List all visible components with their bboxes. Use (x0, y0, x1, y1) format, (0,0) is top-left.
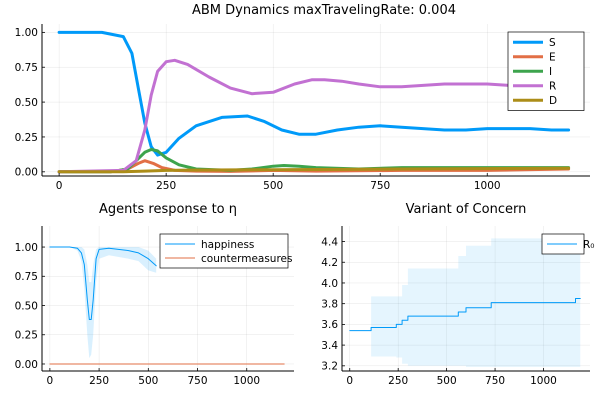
y-tick-label: 3.6 (321, 319, 338, 331)
x-tick-label: 750 (188, 375, 208, 387)
band-group-variant-of-concern (349, 236, 581, 367)
series-line-s (57, 30, 571, 157)
chart-title-variant-of-concern: Variant of Concern (406, 202, 527, 217)
y-tick-label: 0.25 (15, 132, 38, 144)
x-tick-label: 1000 (530, 375, 557, 387)
y-tick-label: 0.00 (15, 167, 38, 179)
axes-abm-dynamics (41, 24, 590, 177)
axes-agents-response (41, 226, 294, 372)
legend-variant-of-concern: R₀ (541, 233, 595, 255)
series-line-r (57, 58, 571, 174)
x-tick-label: 0 (47, 375, 54, 387)
tick-labels-agents-response: 0 250 500 750 1000 0.00 0.25 0.50 0.75 1.00 (15, 242, 261, 387)
panel-variant-of-concern: Variant of Concern 0 250 500 750 1000 3.2 3.4 3… (321, 202, 594, 387)
x-tick-label: 0 (346, 375, 353, 387)
tick-labels-variant-of-concern: 0 250 500 750 1000 3.2 3.4 3.6 3.8 4.0 4.2 4.4 (321, 236, 557, 387)
panel-agents-response: Agents response to η 0 250 500 750 10000.000… (15, 202, 294, 387)
y-tick-label: 0.75 (15, 62, 38, 74)
x-tick-label: 250 (89, 375, 109, 387)
legend-label-happiness: happiness (201, 239, 254, 251)
y-tick-label: 1.00 (15, 27, 38, 39)
x-tick-label: 500 (263, 180, 283, 192)
legend-label-r: R (549, 81, 556, 93)
x-tick-label: 0 (56, 180, 63, 192)
grid-variant-of-concern (342, 226, 590, 371)
series-line-happiness (49, 246, 157, 320)
axes-variant-of-concern (341, 226, 590, 372)
legend-label-countermeasures: countermeasures (201, 253, 292, 265)
y-tick-label: 0.50 (15, 97, 38, 109)
y-tick-label: 4.4 (321, 236, 338, 248)
legend-box (159, 233, 289, 269)
y-tick-label: 3.2 (321, 361, 338, 373)
x-tick-label: 250 (156, 180, 176, 192)
x-tick-label: 250 (388, 375, 408, 387)
y-tick-label: 0.75 (15, 271, 38, 283)
series-line-r (349, 298, 581, 332)
y-tick-label: 1.00 (15, 242, 38, 254)
chart-title-abm-dynamics: ABM Dynamics maxTravelingRate: 0.004 (192, 3, 456, 18)
series-group-abm-dynamics (57, 30, 571, 174)
legend-label-r: R₀ (583, 239, 595, 251)
x-tick-label: 1000 (233, 375, 260, 387)
series-group-variant-of-concern (349, 298, 581, 332)
band-happiness (49, 247, 157, 359)
x-tick-label: 750 (485, 375, 505, 387)
band-r (349, 236, 581, 367)
y-tick-label: 4.0 (321, 278, 338, 290)
y-tick-label: 3.4 (321, 340, 338, 352)
y-tick-label: 0.25 (15, 330, 38, 342)
series-line-d (57, 166, 571, 174)
legend-agents-response: happiness countermeasures (159, 233, 292, 269)
x-tick-label: 500 (437, 375, 457, 387)
tick-labels-abm-dynamics: 0 250 500 750 1000 0.00 0.25 0.50 0.75 1.00 (15, 27, 501, 192)
chart-title-agents-response: Agents response to η (99, 202, 237, 217)
legend-label-d: D (549, 95, 557, 107)
x-tick-label: 500 (138, 375, 158, 387)
legend-label-s: S (549, 37, 556, 49)
y-tick-label: 0.50 (15, 300, 38, 312)
panel-abm-dynamics: ABM Dynamics maxTravelingRate: 0.004 0 25… (15, 3, 590, 192)
legend-label-i: I (549, 66, 552, 78)
band-group-agents-response (49, 247, 157, 359)
x-tick-label: 750 (370, 180, 390, 192)
legend-label-e: E (549, 52, 556, 64)
y-tick-label: 0.00 (15, 359, 38, 371)
y-tick-label: 3.8 (321, 298, 338, 310)
y-tick-label: 4.2 (321, 257, 338, 269)
series-group-agents-response (49, 246, 285, 365)
x-tick-label: 1000 (474, 180, 501, 192)
